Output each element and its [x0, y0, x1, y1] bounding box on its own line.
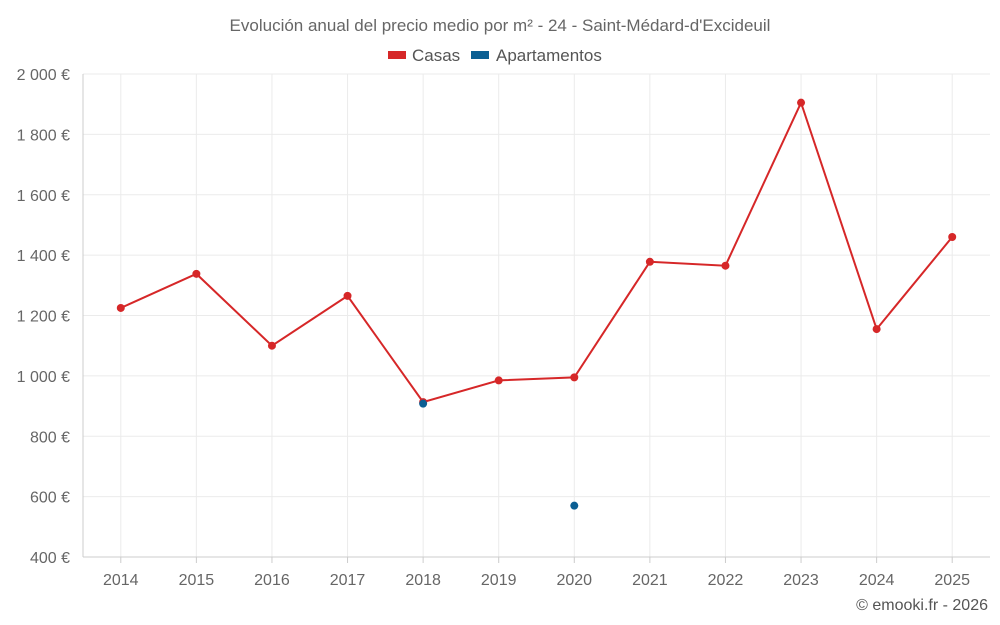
y-tick-label: 1 000 €	[17, 369, 70, 386]
data-point-casas[interactable]	[343, 291, 352, 300]
y-tick-label: 1 200 €	[17, 309, 70, 326]
y-tick-label: 1 600 €	[17, 188, 70, 205]
data-point-casas[interactable]	[494, 376, 503, 385]
y-tick-label: 1 800 €	[17, 127, 70, 144]
y-tick-label: 2 000 €	[17, 67, 70, 84]
legend-label-apartamentos: Apartamentos	[496, 46, 602, 65]
data-point-casas[interactable]	[872, 325, 881, 334]
data-point-casas[interactable]	[948, 233, 957, 242]
data-point-casas[interactable]	[192, 269, 201, 278]
data-point-casas[interactable]	[570, 373, 579, 382]
legend-swatch-apartamentos	[471, 51, 489, 59]
data-point-casas[interactable]	[116, 303, 125, 312]
y-tick-label: 400 €	[30, 550, 70, 567]
grid	[83, 73, 990, 557]
x-tick-label: 2021	[632, 572, 668, 589]
series-casas	[116, 98, 957, 407]
legend-item-casas[interactable]: Casas	[388, 46, 460, 65]
x-tick-label: 2014	[103, 572, 139, 589]
x-tick-label: 2016	[254, 572, 290, 589]
legend-swatch-casas	[388, 51, 406, 59]
legend: Casas Apartamentos	[388, 46, 602, 65]
series-apartamentos	[419, 399, 579, 510]
series-line-casas	[120, 99, 953, 404]
axes: 400 € 600 € 800 € 1 000 € 1 200 € 1 400 € 1 60…	[17, 67, 990, 589]
legend-label-casas: Casas	[412, 46, 460, 65]
x-tick-label: 2020	[556, 572, 592, 589]
x-tick-label: 2017	[330, 572, 366, 589]
data-point-apartamentos[interactable]	[419, 399, 428, 408]
x-tick-label: 2024	[859, 572, 895, 589]
x-tick-label: 2022	[708, 572, 744, 589]
data-point-casas[interactable]	[721, 261, 730, 270]
legend-item-apartamentos[interactable]: Apartamentos	[471, 46, 602, 65]
credit-text: © emooki.fr - 2026	[856, 597, 988, 614]
data-point-apartamentos[interactable]	[570, 501, 579, 510]
x-tick-label: 2018	[405, 572, 441, 589]
x-tick-label: 2019	[481, 572, 517, 589]
y-tick-label: 600 €	[30, 490, 70, 507]
data-point-casas[interactable]	[267, 341, 276, 350]
x-tick-label: 2025	[934, 572, 970, 589]
x-tick-label: 2023	[783, 572, 819, 589]
x-tick-label: 2015	[179, 572, 215, 589]
chart-title: Evolución anual del precio medio por m² …	[230, 16, 771, 35]
data-point-casas[interactable]	[797, 98, 806, 107]
y-tick-label: 1 400 €	[17, 248, 70, 265]
data-point-casas[interactable]	[645, 257, 654, 266]
series	[116, 98, 957, 510]
y-tick-label: 800 €	[30, 429, 70, 446]
